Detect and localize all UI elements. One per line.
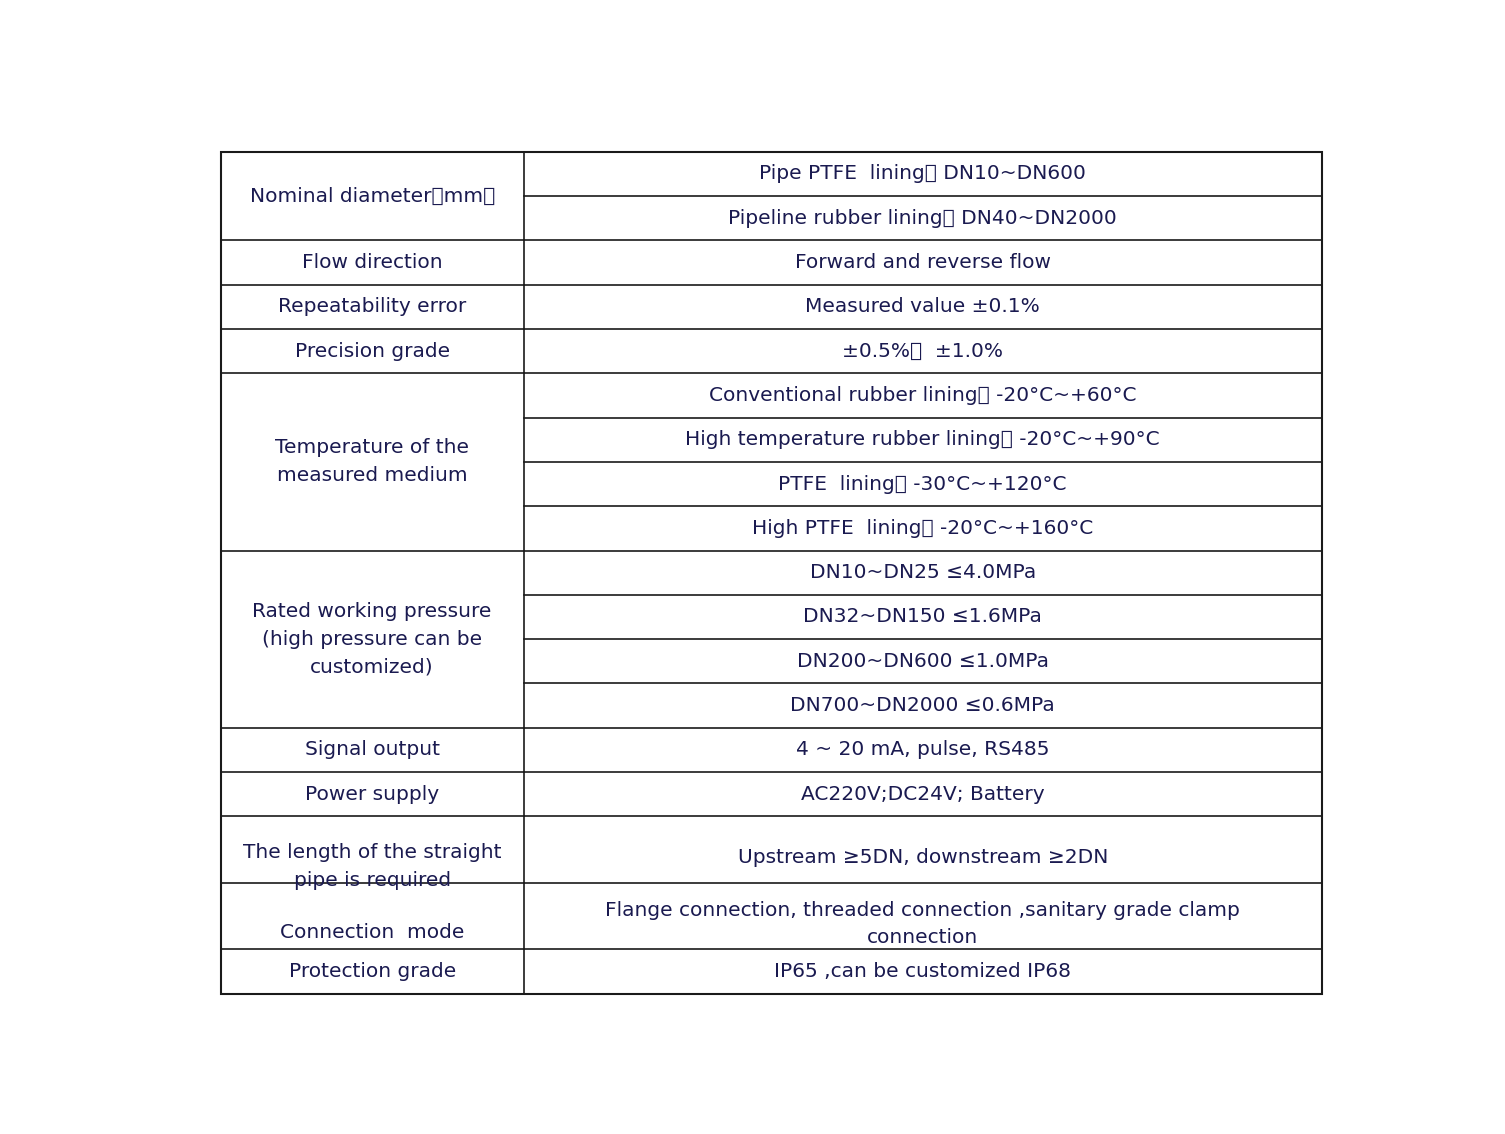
Text: 4 ~ 20 mA, pulse, RS485: 4 ~ 20 mA, pulse, RS485	[796, 741, 1049, 760]
Text: Connection  mode: Connection mode	[280, 923, 465, 942]
Text: Protection grade: Protection grade	[289, 962, 456, 981]
Text: Conventional rubber lining： -20°C~+60°C: Conventional rubber lining： -20°C~+60°C	[709, 386, 1136, 405]
Text: Pipeline rubber lining： DN40~DN2000: Pipeline rubber lining： DN40~DN2000	[728, 209, 1117, 228]
Text: Precision grade: Precision grade	[295, 341, 450, 361]
Text: AC220V;DC24V; Battery: AC220V;DC24V; Battery	[801, 785, 1044, 804]
Text: Flow direction: Flow direction	[303, 253, 442, 272]
Text: Forward and reverse flow: Forward and reverse flow	[795, 253, 1050, 272]
Text: Rated working pressure
(high pressure can be
customized): Rated working pressure (high pressure ca…	[253, 602, 492, 677]
Text: High temperature rubber lining： -20°C~+90°C: High temperature rubber lining： -20°C~+9…	[685, 430, 1160, 449]
Text: Nominal diameter（mm）: Nominal diameter（mm）	[250, 187, 495, 205]
Text: DN700~DN2000 ≤0.6MPa: DN700~DN2000 ≤0.6MPa	[790, 696, 1055, 716]
Text: High PTFE  lining： -20°C~+160°C: High PTFE lining： -20°C~+160°C	[752, 519, 1093, 538]
Text: Upstream ≥5DN, downstream ≥2DN: Upstream ≥5DN, downstream ≥2DN	[737, 848, 1108, 868]
Text: DN10~DN25 ≤4.0MPa: DN10~DN25 ≤4.0MPa	[810, 564, 1035, 582]
Text: ±0.5%，  ±1.0%: ±0.5%， ±1.0%	[843, 341, 1004, 361]
Text: The length of the straight
pipe is required: The length of the straight pipe is requi…	[242, 843, 501, 890]
Text: PTFE  lining： -30°C~+120°C: PTFE lining： -30°C~+120°C	[778, 474, 1067, 493]
Text: Pipe PTFE  lining： DN10~DN600: Pipe PTFE lining： DN10~DN600	[759, 164, 1087, 184]
Text: Measured value ±0.1%: Measured value ±0.1%	[805, 297, 1040, 316]
Text: Power supply: Power supply	[306, 785, 439, 804]
Text: Temperature of the
measured medium: Temperature of the measured medium	[275, 439, 470, 485]
Text: Signal output: Signal output	[304, 741, 439, 760]
Text: IP65 ,can be customized IP68: IP65 ,can be customized IP68	[774, 962, 1072, 981]
Text: DN32~DN150 ≤1.6MPa: DN32~DN150 ≤1.6MPa	[804, 608, 1041, 626]
Text: Repeatability error: Repeatability error	[278, 297, 467, 316]
Text: DN200~DN600 ≤1.0MPa: DN200~DN600 ≤1.0MPa	[796, 652, 1049, 671]
Text: Flange connection, threaded connection ,sanitary grade clamp
connection: Flange connection, threaded connection ,…	[605, 902, 1240, 947]
